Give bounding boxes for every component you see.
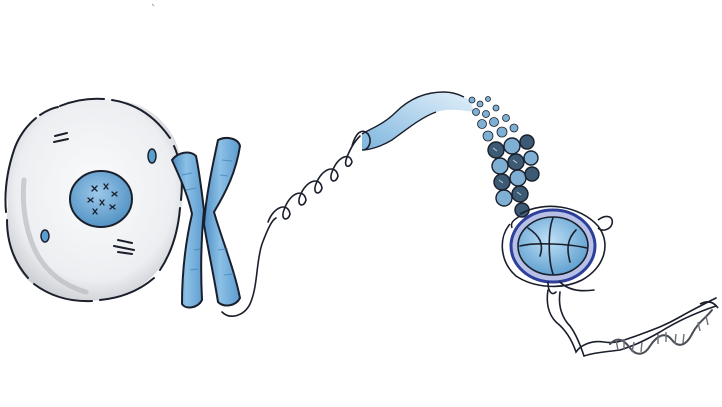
vesicle-icon (147, 148, 157, 164)
sketch-mark (151, 3, 155, 7)
cell-shade (20, 177, 89, 295)
cell-icon (4, 97, 183, 303)
nucleus-icon (69, 170, 133, 228)
chromosome-icon (171, 137, 241, 309)
chromatid-right (203, 137, 241, 307)
organelle-icon (53, 132, 135, 255)
solenoid-icon (351, 91, 540, 218)
dna-helix-icon (546, 289, 719, 358)
coiled-fiber-icon (267, 135, 361, 223)
vesicle-icon (40, 229, 50, 243)
linker-dna (510, 215, 521, 229)
nucleosome-stack (487, 134, 540, 218)
nucleosome-icon (501, 205, 614, 295)
chromatin-thread (221, 217, 277, 317)
chromatid-left (171, 151, 205, 309)
nucleosome-beads (468, 96, 519, 142)
